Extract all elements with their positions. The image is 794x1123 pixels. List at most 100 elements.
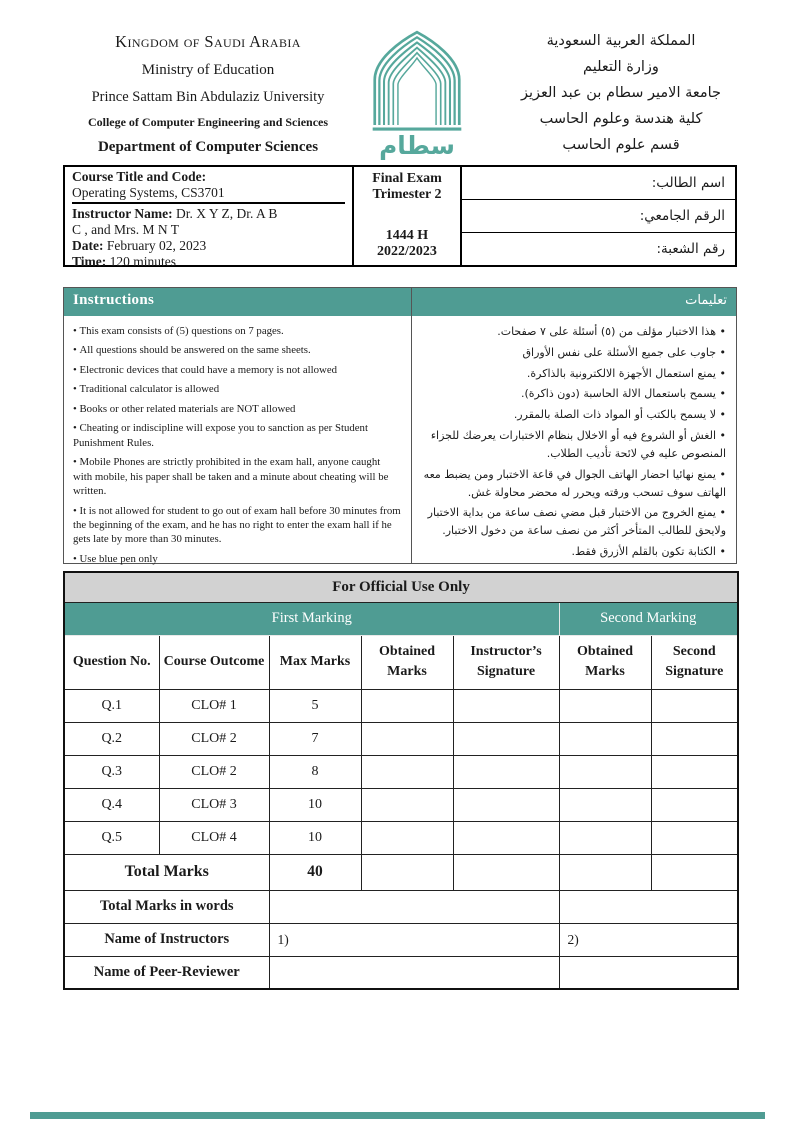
col-course-outcome: Course Outcome [158,634,270,690]
max-marks-cell: 5 [268,688,362,723]
instructors-row: Name of Instructors 1) 2) [63,922,739,957]
instructor-signature-cell [452,721,560,756]
instruction-item-ar: يمنع استعمال الأجهزة الالكترونية بالذاكر… [422,365,726,383]
total-marks-label: Total Marks [63,853,270,891]
question-cell: Q.1 [63,688,160,723]
section-number-field: رقم الشعبة: [656,241,725,257]
second-signature-cell [650,820,739,855]
department-line-ar: قسم علوم الحاسب [562,137,680,153]
obtained-marks-2-cell [558,754,652,789]
ministry-line-ar: وزارة التعليم [583,59,659,75]
obtained-marks-cell [360,688,454,723]
second-signature-cell [650,754,739,789]
instructor-1-cell: 1) [268,922,560,957]
col-instructor-signature: Instructor’s Signature [452,634,560,690]
obtained-marks-2-cell [558,853,652,891]
instructor-signature-cell [452,820,560,855]
instructor-signature-cell [452,688,560,723]
max-marks-cell: 10 [268,787,362,822]
outcome-cell: CLO# 2 [158,721,270,756]
exam-type-line1: Final Exam [372,171,442,186]
peer-reviewer-row: Name of Peer-Reviewer [63,955,739,990]
max-marks-cell: 8 [268,754,362,789]
first-marking-header: First Marking [63,601,560,636]
instruction-item-ar: الغش أو الشروع فيه أو الاخلال بنظام الاخ… [422,427,726,463]
col-question-no: Question No. [63,634,160,690]
page-header: Kingdom of Saudi Arabia Ministry of Educ… [60,26,764,160]
date-label: Date: [72,238,104,253]
exam-year: 1444 H 2022/2023 [356,228,458,260]
second-signature-cell [650,853,739,891]
instruction-item: Books or other related materials are NOT… [73,402,402,416]
obtained-marks-2-cell [558,688,652,723]
instructions-english-panel: Instructions This exam consists of (5) q… [64,288,412,565]
kingdom-line-ar: المملكة العربية السعودية [546,33,696,49]
obtained-marks-cell [360,754,454,789]
university-line: Prince Sattam Bin Abdulaziz University [91,89,325,105]
max-marks-cell: 10 [268,820,362,855]
time-value: 120 minutes [109,254,176,269]
total-words-second-cell [558,889,739,924]
instruction-item-ar: يمنع نهائيا احضار الهاتف الجوال في قاعة … [422,466,726,502]
course-title-label: Course Title and Code: [72,169,207,184]
outcome-cell: CLO# 4 [158,820,270,855]
student-name-field: اسم الطالب: [462,167,735,200]
instruction-item-ar: هذا الاختبار مؤلف من (٥) أسئلة على ٧ صفح… [422,323,726,341]
question-cell: Q.5 [63,820,160,855]
table-row: Q.5 CLO# 4 10 [63,820,739,855]
col-second-signature: Second Signature [650,634,739,690]
ministry-line: Ministry of Education [141,62,275,78]
student-id-field: الرقم الجامعي: [462,200,735,233]
total-words-label: Total Marks in words [63,889,270,924]
course-details-cell: Course Title and Code: Operating Systems… [65,167,354,269]
question-cell: Q.4 [63,787,160,822]
total-words-first-cell [268,889,560,924]
instruction-item: This exam consists of (5) questions on 7… [73,324,402,338]
instructor-2-cell: 2) [558,922,739,957]
instructor-value-line1: Dr. X Y Z, Dr. A B [175,206,278,221]
instruction-item: All questions should be answered on the … [73,343,402,357]
instruction-item: Use blue pen only [73,552,402,566]
question-cell: Q.3 [63,754,160,789]
outcome-cell: CLO# 2 [158,754,270,789]
kingdom-line: Kingdom of Saudi Arabia [115,32,301,51]
course-info-table: Course Title and Code: Operating Systems… [63,165,737,269]
instruction-item: Cheating or indiscipline will expose you… [73,421,402,450]
date-value: February 02, 2023 [106,238,207,253]
obtained-marks-cell [360,721,454,756]
table-row: Q.2 CLO# 2 7 [63,721,739,756]
outcome-cell: CLO# 1 [158,688,270,723]
obtained-marks-cell [360,853,454,891]
obtained-marks-2-cell [558,721,652,756]
instructions-list-en: This exam consists of (5) questions on 7… [64,316,411,575]
instruction-item-ar: الكتابة تكون بالقلم الأزرق فقط. [422,543,726,561]
time-row: Time: 120 minutes [72,254,345,270]
instructors-label: Name of Instructors [63,922,270,957]
time-label: Time: [72,254,107,269]
instruction-item: It is not allowed for student to go out … [73,504,402,547]
obtained-marks-2-cell [558,820,652,855]
table-row: Q.1 CLO# 1 5 [63,688,739,723]
question-cell: Q.2 [63,721,160,756]
instructions-section: Instructions This exam consists of (5) q… [63,287,737,565]
max-marks-cell: 7 [268,721,362,756]
instructor-signature-cell [452,787,560,822]
instructor-label: Instructor Name: [72,206,173,221]
col-max-marks: Max Marks [268,634,362,690]
col-obtained-marks-2: Obtained Marks [558,634,652,690]
course-title-row: Course Title and Code: Operating Systems… [72,169,345,204]
total-marks-value: 40 [268,853,362,891]
outcome-cell: CLO# 3 [158,787,270,822]
official-use-title: For Official Use Only [63,571,739,603]
student-info-cell: اسم الطالب: الرقم الجامعي: رقم الشعبة: [462,167,735,265]
exam-year-line1: 1444 H [385,228,429,243]
university-line-ar: جامعة الامير سطام بن عبد العزيز [520,85,722,101]
header-english-block: Kingdom of Saudi Arabia Ministry of Educ… [60,26,356,160]
official-use-table: For Official Use Only First Marking Seco… [63,571,740,990]
instruction-item: Mobile Phones are strictly prohibited in… [73,455,402,498]
exam-type-line2: Trimester 2 [372,187,442,202]
instructor-row: Instructor Name: Dr. X Y Z, Dr. A B [72,206,345,222]
obtained-marks-2-cell [558,787,652,822]
instruction-item: Traditional calculator is allowed [73,382,402,396]
